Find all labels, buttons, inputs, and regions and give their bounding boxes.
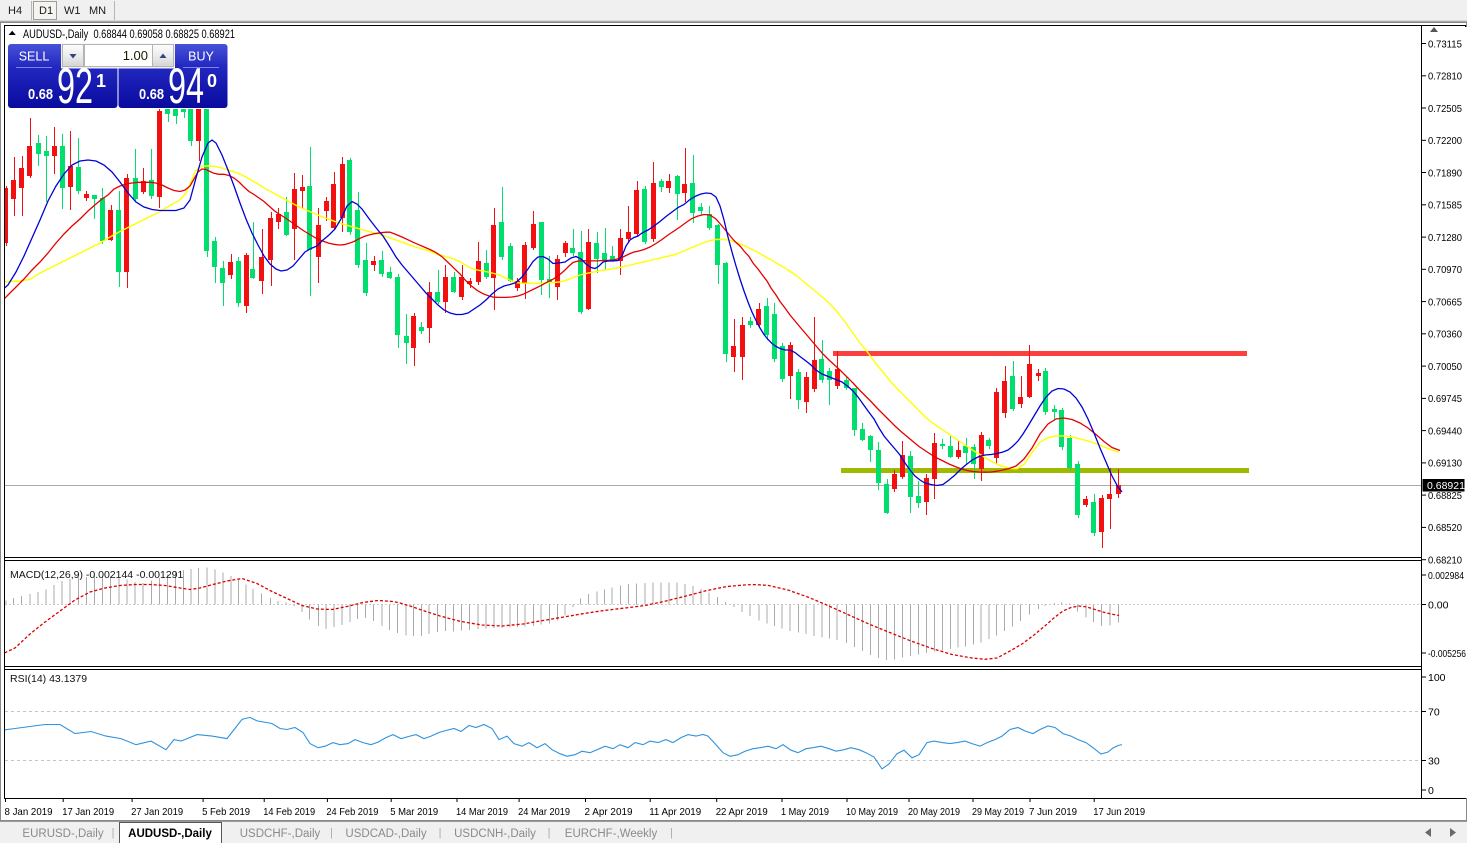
svg-text:USDCHF-,Daily: USDCHF-,Daily [240, 828, 321, 840]
svg-text:0.70970: 0.70970 [1428, 264, 1462, 276]
svg-text:27 Jan 2019: 27 Jan 2019 [131, 806, 183, 818]
svg-text:EURUSD-,Daily: EURUSD-,Daily [22, 828, 103, 840]
svg-text:AUDUSD-,Daily: AUDUSD-,Daily [128, 828, 212, 840]
svg-text:0.00: 0.00 [1428, 599, 1449, 611]
svg-text:0.69130: 0.69130 [1428, 458, 1462, 470]
svg-text:|: | [439, 827, 442, 839]
svg-text:RSI(14) 43.1379: RSI(14) 43.1379 [10, 673, 87, 685]
svg-text:0: 0 [207, 71, 217, 91]
svg-text:W1: W1 [64, 5, 81, 17]
svg-text:1 May 2019: 1 May 2019 [781, 806, 829, 818]
svg-text:-0.005256: -0.005256 [1428, 648, 1466, 660]
svg-text:24 Feb 2019: 24 Feb 2019 [326, 806, 378, 818]
svg-text:0: 0 [1428, 785, 1434, 797]
svg-text:MN: MN [89, 5, 106, 17]
svg-text:8 Jan 2019: 8 Jan 2019 [5, 806, 53, 818]
svg-text:|: | [112, 827, 115, 839]
svg-text:0.72200: 0.72200 [1428, 135, 1462, 147]
svg-text:0.68: 0.68 [28, 87, 53, 103]
svg-text:D1: D1 [39, 5, 53, 17]
svg-text:5 Feb 2019: 5 Feb 2019 [202, 806, 250, 818]
svg-text:0.71280: 0.71280 [1428, 232, 1462, 244]
svg-text:SELL: SELL [19, 50, 50, 64]
svg-text:22 Apr 2019: 22 Apr 2019 [716, 806, 768, 818]
svg-text:0.68921: 0.68921 [1427, 480, 1465, 492]
svg-text:1.00: 1.00 [123, 48, 148, 63]
svg-text:|: | [670, 827, 673, 839]
svg-text:USDCNH-,Daily: USDCNH-,Daily [454, 828, 536, 840]
svg-text:11 Apr 2019: 11 Apr 2019 [649, 806, 701, 818]
svg-text:0.71890: 0.71890 [1428, 167, 1462, 179]
svg-text:17 Jan 2019: 17 Jan 2019 [62, 806, 114, 818]
svg-text:EURCHF-,Weekly: EURCHF-,Weekly [565, 828, 658, 840]
svg-text:0.71585: 0.71585 [1428, 200, 1462, 212]
svg-text:H4: H4 [8, 5, 22, 17]
svg-text:10 May 2019: 10 May 2019 [846, 806, 898, 818]
svg-text:0.70050: 0.70050 [1428, 361, 1462, 373]
svg-text:0.73115: 0.73115 [1428, 38, 1462, 50]
svg-text:14 Feb 2019: 14 Feb 2019 [263, 806, 315, 818]
svg-text:30: 30 [1428, 755, 1440, 767]
svg-text:0.68210: 0.68210 [1428, 555, 1462, 567]
svg-text:0.69440: 0.69440 [1428, 425, 1462, 437]
svg-text:94: 94 [168, 58, 204, 114]
svg-text:1: 1 [96, 71, 106, 91]
svg-text:BUY: BUY [188, 50, 214, 64]
svg-text:0.70665: 0.70665 [1428, 296, 1462, 308]
svg-text:70: 70 [1428, 706, 1440, 718]
svg-text:0.69745: 0.69745 [1428, 393, 1462, 405]
svg-text:100: 100 [1428, 672, 1446, 684]
svg-text:2 Apr 2019: 2 Apr 2019 [585, 806, 633, 818]
svg-text:0.68825: 0.68825 [1428, 490, 1462, 502]
svg-text:0.72810: 0.72810 [1428, 71, 1462, 83]
svg-text:29 May 2019: 29 May 2019 [972, 806, 1024, 818]
svg-text:0.72505: 0.72505 [1428, 103, 1462, 115]
svg-text:|: | [548, 827, 551, 839]
svg-text:AUDUSD-,Daily 0.68844 0.69058: AUDUSD-,Daily 0.68844 0.69058 0.68825 0.… [23, 29, 235, 41]
svg-text:0.68520: 0.68520 [1428, 522, 1462, 534]
svg-text:MACD(12,26,9) -0.002144 -0.001: MACD(12,26,9) -0.002144 -0.001291 [10, 569, 184, 581]
svg-text:92: 92 [57, 58, 93, 114]
svg-text:14 Mar 2019: 14 Mar 2019 [456, 806, 508, 818]
svg-text:0.70360: 0.70360 [1428, 329, 1462, 341]
svg-text:5 Mar 2019: 5 Mar 2019 [390, 806, 438, 818]
svg-text:17 Jun 2019: 17 Jun 2019 [1093, 806, 1145, 818]
svg-text:7 Jun 2019: 7 Jun 2019 [1029, 806, 1077, 818]
svg-text:20 May 2019: 20 May 2019 [908, 806, 960, 818]
svg-text:24 Mar 2019: 24 Mar 2019 [518, 806, 570, 818]
svg-text:0.68: 0.68 [139, 87, 164, 103]
svg-text:USDCAD-,Daily: USDCAD-,Daily [345, 828, 426, 840]
svg-text:0.002984: 0.002984 [1428, 570, 1464, 582]
svg-text:|: | [330, 827, 333, 839]
